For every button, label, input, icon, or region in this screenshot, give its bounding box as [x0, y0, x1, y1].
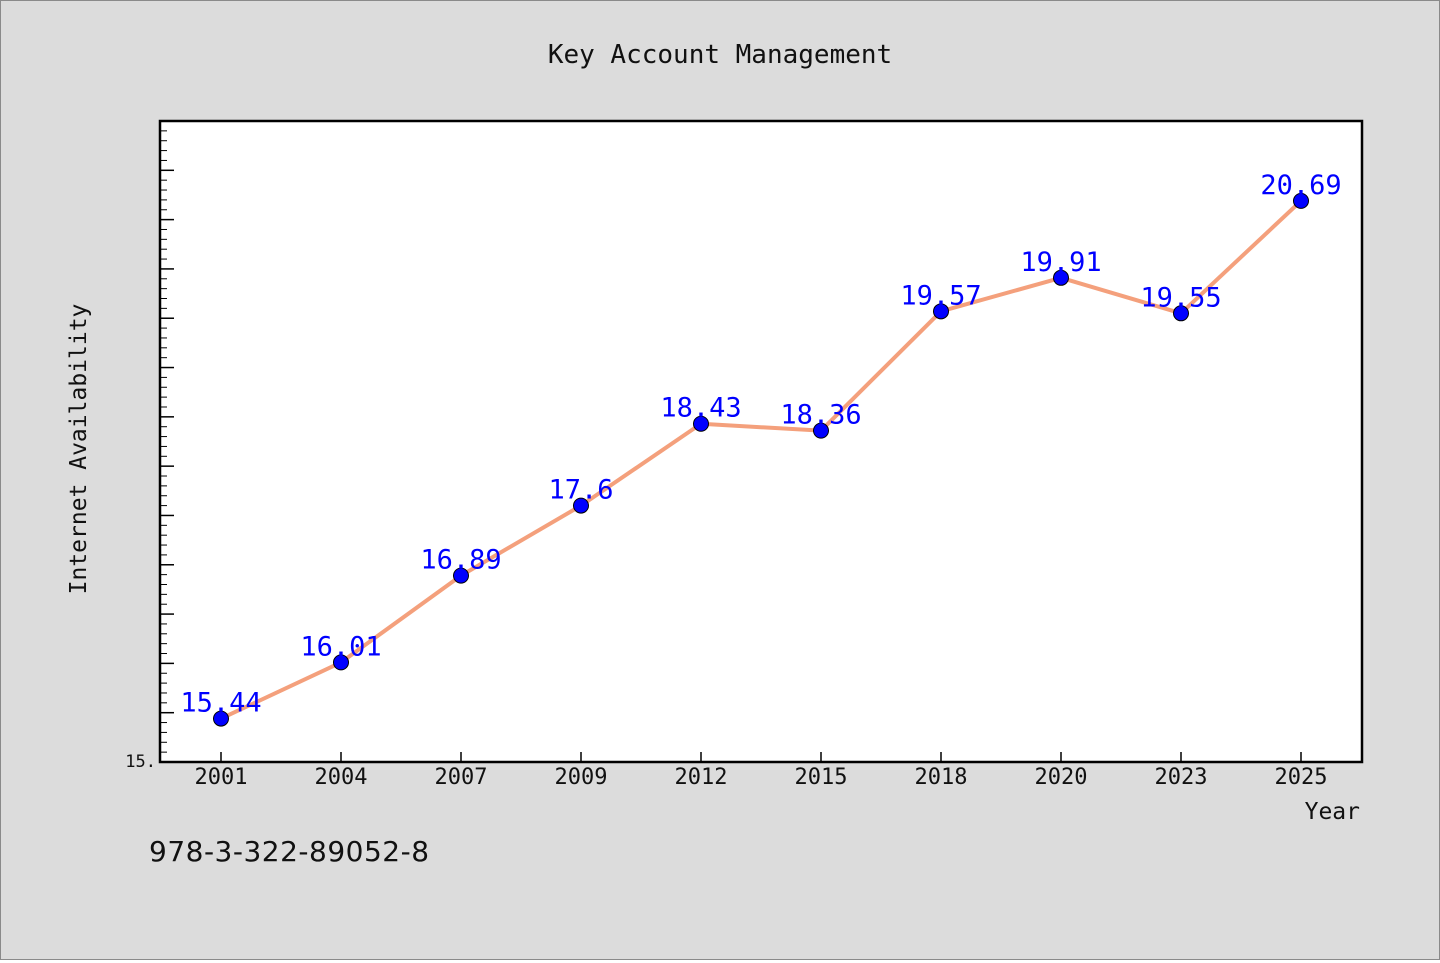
x-tick-label: 2023 [1155, 765, 1208, 790]
data-label: 15.44 [180, 688, 261, 719]
data-point [693, 415, 709, 432]
x-tick-label: 2020 [1035, 765, 1088, 790]
data-point [573, 497, 589, 514]
data-point [813, 422, 829, 439]
data-point [933, 303, 949, 320]
x-tick-label: 2009 [555, 765, 608, 790]
data-label: 19.57 [900, 280, 981, 311]
y-axis-ticks [160, 120, 174, 763]
data-label: 19.91 [1020, 247, 1101, 278]
data-label: 20.69 [1260, 170, 1341, 201]
series-markers [213, 192, 1309, 727]
y-tick-label: 15. [125, 752, 156, 772]
data-point [213, 710, 229, 727]
data-label: 18.36 [780, 400, 861, 431]
data-label: 17.6 [548, 475, 613, 506]
x-tick-label: 2018 [915, 765, 968, 790]
data-label: 16.89 [420, 545, 501, 576]
data-point [1053, 269, 1069, 286]
isbn-number: 978-3-322-89052-8 [149, 835, 430, 868]
x-tick-label: 2004 [315, 765, 368, 790]
plot-area [158, 119, 1364, 764]
data-point [1173, 305, 1189, 322]
data-point [333, 654, 349, 671]
data-point [453, 567, 469, 584]
series-line [219, 198, 1303, 721]
x-tick-label: 2012 [675, 765, 728, 790]
data-point [1293, 192, 1309, 209]
x-tick-label: 2025 [1275, 765, 1328, 790]
x-tick-label: 2001 [195, 765, 248, 790]
data-label: 18.43 [660, 393, 741, 424]
x-tick-label: 2007 [435, 765, 488, 790]
x-axis-tick-labels: 2001 2004 2007 2009 2012 2015 2018 2020 2023 2025 [195, 765, 1328, 790]
data-labels: 15.44 16.01 16.89 17.6 18.43 18.36 19.57 19.91 1… [180, 170, 1341, 719]
data-label: 16.01 [300, 631, 381, 662]
y-axis-label: Internet Availability [66, 304, 92, 595]
x-axis-label: Year [1305, 799, 1360, 825]
data-label: 19.55 [1140, 282, 1221, 313]
x-axis-ticks [220, 752, 1302, 762]
x-tick-label: 2015 [795, 765, 848, 790]
chart-title: Key Account Management [548, 40, 892, 70]
